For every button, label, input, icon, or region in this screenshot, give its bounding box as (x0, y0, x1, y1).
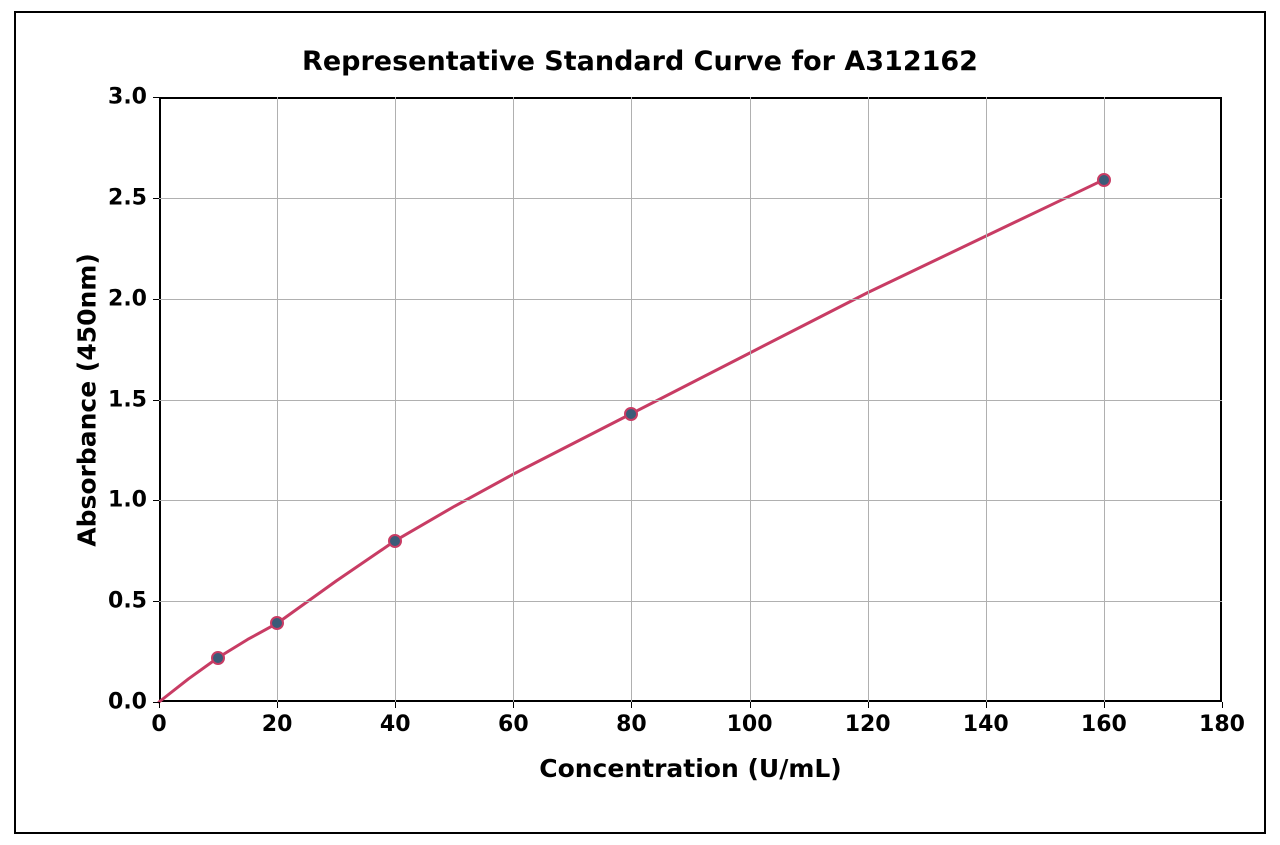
y-tick-label: 1.5 (108, 387, 147, 412)
x-tick-label: 180 (1199, 712, 1245, 737)
y-tick-label: 0.5 (108, 589, 147, 614)
x-tick-label: 140 (963, 712, 1009, 737)
x-tick-label: 160 (1081, 712, 1127, 737)
x-tick (986, 702, 987, 708)
gridline-h (159, 299, 1222, 300)
y-tick-label: 1.0 (108, 488, 147, 513)
y-tick-label: 0.0 (108, 690, 147, 715)
gridline-h (159, 400, 1222, 401)
y-tick (153, 601, 159, 602)
gridline-h (159, 500, 1222, 501)
x-tick (868, 702, 869, 708)
y-tick (153, 97, 159, 98)
y-tick-label: 2.0 (108, 286, 147, 311)
y-tick-label: 2.5 (108, 185, 147, 210)
x-tick (1222, 702, 1223, 708)
x-tick-label: 120 (845, 712, 891, 737)
plot-area (159, 97, 1222, 702)
x-tick (277, 702, 278, 708)
y-tick (153, 198, 159, 199)
y-axis-label: Absorbance (450nm) (73, 97, 102, 702)
y-tick (153, 500, 159, 501)
x-tick-label: 80 (616, 712, 647, 737)
y-tick (153, 702, 159, 703)
x-tick-label: 100 (727, 712, 773, 737)
data-point (388, 534, 402, 548)
x-tick (159, 702, 160, 708)
data-point (270, 616, 284, 630)
x-tick (513, 702, 514, 708)
data-point (1097, 173, 1111, 187)
gridline-h (159, 198, 1222, 199)
y-tick (153, 299, 159, 300)
x-tick-label: 60 (498, 712, 529, 737)
x-tick (631, 702, 632, 708)
x-tick-label: 0 (151, 712, 166, 737)
x-tick-label: 20 (262, 712, 293, 737)
chart-title: Representative Standard Curve for A31216… (0, 46, 1280, 77)
x-tick (750, 702, 751, 708)
x-tick (395, 702, 396, 708)
data-point (211, 651, 225, 665)
x-axis-label: Concentration (U/mL) (159, 754, 1222, 783)
figure: Representative Standard Curve for A31216… (0, 0, 1280, 845)
gridline-h (159, 601, 1222, 602)
data-point (624, 407, 638, 421)
y-tick-label: 3.0 (108, 85, 147, 110)
x-tick (1104, 702, 1105, 708)
x-tick-label: 40 (380, 712, 411, 737)
y-tick (153, 400, 159, 401)
